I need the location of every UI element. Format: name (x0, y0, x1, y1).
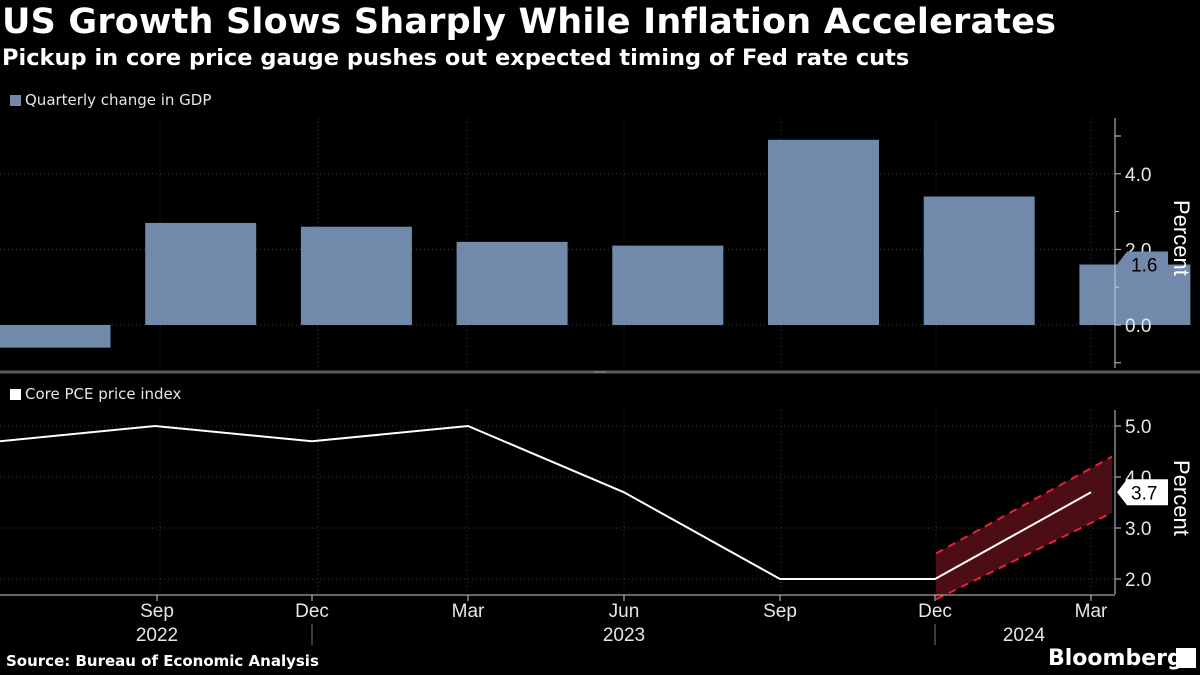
gdp-bar (0, 325, 111, 348)
x-axis: Sep Dec Mar Jun Sep Dec Mar 2022 2023 2024 (0, 594, 1115, 646)
pce-y-axis-title: Percent (1169, 460, 1194, 536)
gdp-legend: Quarterly change in GDP (10, 91, 211, 109)
x-year-label: 2023 (603, 625, 645, 646)
gdp-legend-label: Quarterly change in GDP (25, 91, 212, 109)
pce-y-tick-label: 3.0 (1125, 519, 1151, 540)
gdp-bar (456, 241, 568, 325)
pce-band-lower-line (935, 511, 1113, 601)
gdp-last-value-label: 1.6 (1131, 256, 1157, 277)
gdp-bar (923, 196, 1035, 325)
x-month-label: Dec (295, 601, 329, 622)
pce-panel: 2.03.04.05.03.7 Percent (0, 410, 1194, 601)
x-month-label: Mar (452, 601, 485, 622)
pce-band-upper-line (935, 455, 1113, 555)
source-note: Source: Bureau of Economic Analysis (6, 652, 319, 670)
pce-legend: Core PCE price index (10, 385, 181, 403)
chart-subtitle: Pickup in core price gauge pushes out ex… (2, 45, 910, 71)
gdp-y-axis-title: Percent (1169, 200, 1194, 276)
bloomberg-terminal-icon (1176, 648, 1196, 668)
gdp-last-value-tag (1117, 251, 1168, 278)
bloomberg-logo: Bloomberg (1048, 646, 1183, 671)
pce-legend-swatch (10, 388, 21, 400)
x-month-label: Sep (763, 601, 797, 622)
gdp-bar (145, 222, 257, 325)
gdp-bar (300, 226, 412, 325)
gdp-y-tick-label: 0.0 (1125, 316, 1151, 337)
pce-forecast-band (936, 456, 1112, 600)
gdp-y-tick-label: 4.0 (1125, 165, 1151, 186)
chart-title: US Growth Slows Sharply While Inflation … (2, 2, 1057, 42)
pce-last-value-tag (1117, 479, 1168, 506)
gdp-bar (768, 139, 879, 325)
x-month-label: Dec (918, 601, 952, 622)
x-month-label: Jun (609, 601, 640, 622)
gdp-bar (612, 245, 724, 325)
gdp-legend-swatch (10, 94, 21, 106)
x-month-label: Mar (1075, 601, 1108, 622)
pce-legend-label: Core PCE price index (25, 385, 182, 403)
pce-line (0, 424, 1092, 580)
pce-y-tick-label: 2.0 (1125, 570, 1151, 591)
gdp-panel: 0.02.04.01.6 Percent (0, 118, 1194, 368)
pce-y-tick-label: 5.0 (1125, 417, 1151, 438)
x-year-label: 2024 (1003, 625, 1046, 646)
x-year-label: 2022 (136, 625, 178, 646)
pce-last-value-label: 3.7 (1131, 483, 1157, 504)
x-month-label: Sep (140, 601, 174, 622)
